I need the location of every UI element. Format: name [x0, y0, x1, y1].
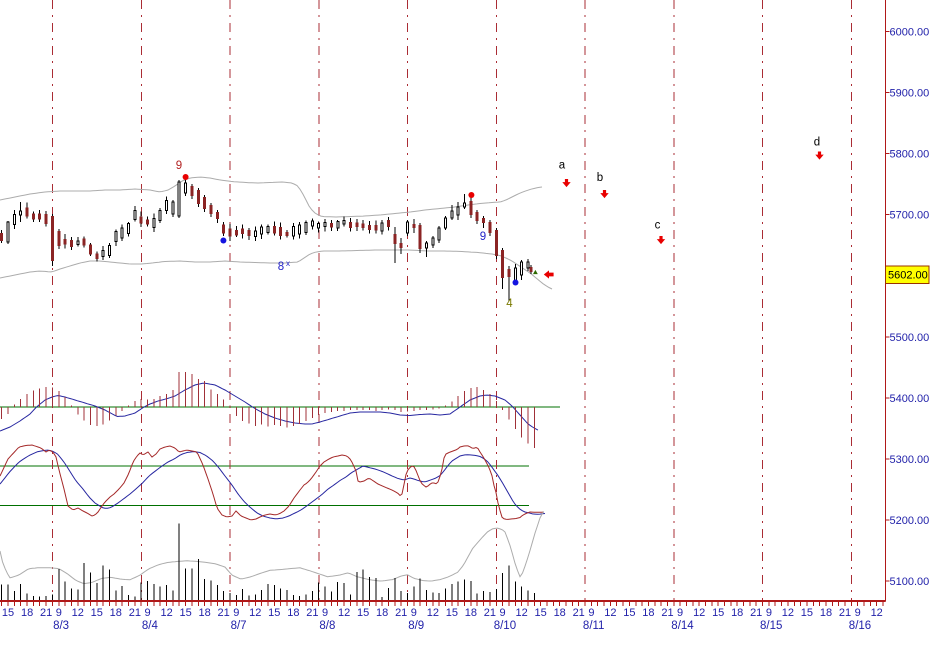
svg-text:8/10: 8/10 [494, 620, 516, 632]
svg-text:18: 18 [198, 607, 210, 619]
svg-text:15: 15 [623, 607, 635, 619]
svg-text:5602.00: 5602.00 [888, 270, 928, 282]
svg-text:5300.00: 5300.00 [890, 454, 930, 466]
svg-text:9: 9 [766, 607, 772, 619]
svg-text:12: 12 [160, 607, 172, 619]
svg-text:8/9: 8/9 [408, 620, 424, 632]
svg-text:15: 15 [534, 607, 546, 619]
svg-text:18: 18 [287, 607, 299, 619]
svg-text:12: 12 [871, 607, 883, 619]
svg-text:12: 12 [338, 607, 350, 619]
svg-text:8/14: 8/14 [671, 620, 694, 632]
svg-text:9: 9 [411, 607, 417, 619]
svg-text:15: 15 [357, 607, 369, 619]
svg-text:x: x [286, 259, 290, 268]
svg-text:12: 12 [693, 607, 705, 619]
svg-text:b: b [597, 172, 603, 184]
svg-text:8: 8 [278, 261, 284, 273]
svg-text:5400.00: 5400.00 [890, 393, 930, 405]
svg-text:21: 21 [40, 607, 52, 619]
svg-text:15: 15 [268, 607, 280, 619]
svg-text:18: 18 [21, 607, 33, 619]
svg-text:18: 18 [642, 607, 654, 619]
svg-text:12: 12 [72, 607, 84, 619]
svg-text:8/3: 8/3 [53, 620, 69, 632]
svg-text:9: 9 [480, 231, 486, 243]
svg-text:21: 21 [839, 607, 851, 619]
svg-text:5700.00: 5700.00 [890, 210, 930, 222]
svg-text:8/15: 8/15 [760, 620, 782, 632]
svg-text:15: 15 [2, 607, 14, 619]
svg-text:9: 9 [176, 160, 182, 172]
svg-text:18: 18 [554, 607, 566, 619]
svg-text:21: 21 [306, 607, 318, 619]
svg-text:9: 9 [322, 607, 328, 619]
svg-text:8/16: 8/16 [849, 620, 871, 632]
svg-text:9: 9 [855, 607, 861, 619]
svg-text:6000.00: 6000.00 [890, 26, 930, 38]
svg-text:9: 9 [588, 607, 594, 619]
svg-text:18: 18 [820, 607, 832, 619]
svg-text:8/4: 8/4 [142, 620, 159, 632]
svg-text:8/8: 8/8 [319, 620, 335, 632]
svg-text:8/7: 8/7 [231, 620, 247, 632]
svg-text:18: 18 [465, 607, 477, 619]
svg-text:21: 21 [129, 607, 141, 619]
svg-text:18: 18 [110, 607, 122, 619]
svg-text:5100.00: 5100.00 [890, 576, 930, 588]
svg-text:a: a [559, 160, 566, 172]
svg-text:9: 9 [677, 607, 683, 619]
svg-text:18: 18 [376, 607, 388, 619]
svg-text:12: 12 [604, 607, 616, 619]
svg-text:9: 9 [233, 607, 239, 619]
svg-text:12: 12 [782, 607, 794, 619]
svg-text:15: 15 [91, 607, 103, 619]
svg-text:21: 21 [661, 607, 673, 619]
svg-text:18: 18 [731, 607, 743, 619]
svg-text:15: 15 [179, 607, 191, 619]
svg-text:12: 12 [427, 607, 439, 619]
svg-text:8/11: 8/11 [583, 620, 605, 632]
svg-text:5200.00: 5200.00 [890, 515, 930, 527]
svg-text:5900.00: 5900.00 [890, 87, 930, 99]
svg-text:21: 21 [573, 607, 585, 619]
svg-text:4: 4 [506, 298, 513, 310]
svg-text:21: 21 [395, 607, 407, 619]
svg-text:5800.00: 5800.00 [890, 149, 930, 161]
svg-text:12: 12 [515, 607, 527, 619]
svg-text:9: 9 [56, 607, 62, 619]
svg-text:21: 21 [217, 607, 229, 619]
svg-text:d: d [814, 137, 820, 149]
svg-text:21: 21 [750, 607, 762, 619]
svg-text:c: c [655, 220, 661, 232]
svg-text:12: 12 [249, 607, 261, 619]
svg-text:21: 21 [484, 607, 496, 619]
svg-text:15: 15 [801, 607, 813, 619]
svg-text:15: 15 [446, 607, 458, 619]
svg-text:5500.00: 5500.00 [890, 332, 930, 344]
svg-text:9: 9 [144, 607, 150, 619]
svg-text:15: 15 [712, 607, 724, 619]
svg-text:9: 9 [500, 607, 506, 619]
